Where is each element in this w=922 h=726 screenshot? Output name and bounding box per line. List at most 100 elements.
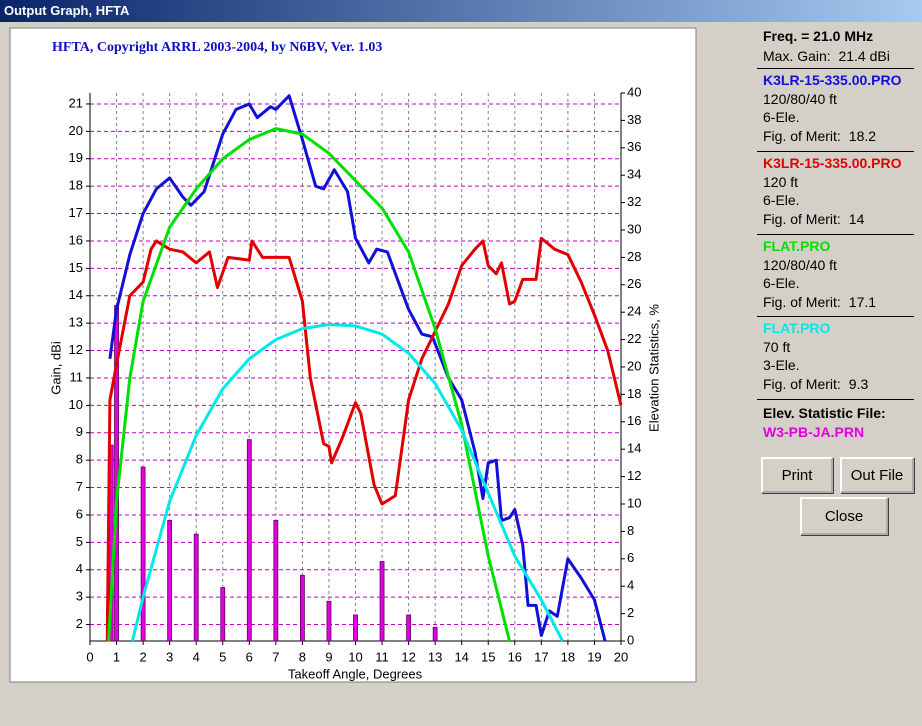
y-tick-label: 11	[70, 369, 84, 384]
merit-label: Fig. of Merit:	[763, 211, 841, 227]
series-line	[107, 127, 511, 642]
x-tick-label: 12	[401, 649, 415, 664]
merit-value: 9.3	[848, 376, 869, 392]
y2-tick-label: 18	[627, 386, 641, 401]
y-tick-label: 3	[76, 589, 83, 604]
y-tick-label: 17	[69, 205, 83, 220]
y-tick-label: 9	[76, 424, 83, 439]
y2-tick-label: 10	[627, 495, 641, 510]
max-gain: Max. Gain: 21.4 dBi	[763, 48, 890, 64]
legend-name: FLAT.PRO	[763, 320, 831, 336]
x-tick-label: 18	[561, 649, 575, 664]
legend-merit: Fig. of Merit: 14	[763, 211, 864, 227]
bar	[246, 439, 252, 642]
y-tick-label: 20	[69, 123, 83, 138]
y-tick-label: 4	[76, 561, 83, 576]
close-button[interactable]: Close	[800, 497, 888, 535]
x-tick-label: 9	[325, 649, 332, 664]
bar	[406, 614, 412, 642]
y2-tick-label: 12	[627, 468, 641, 483]
y-axis-label: Gain, dBi	[48, 341, 63, 395]
y-tick-label: 14	[69, 287, 83, 302]
legend-elements: 6-Ele.	[763, 109, 800, 125]
bar	[140, 466, 146, 642]
y-tick-label: 15	[69, 260, 83, 275]
bar	[432, 626, 438, 642]
merit-label: Fig. of Merit:	[763, 294, 841, 310]
x-axis-label: Takeoff Angle, Degrees	[288, 666, 423, 681]
legend-elements: 3-Ele.	[763, 357, 800, 373]
legend-merit: Fig. of Merit: 17.1	[763, 294, 876, 310]
x-tick-label: 17	[534, 649, 548, 664]
y2-tick-label: 40	[627, 84, 641, 99]
y2-tick-label: 20	[627, 358, 641, 373]
bar	[273, 520, 279, 642]
x-tick-label: 8	[299, 649, 306, 664]
y-tick-label: 10	[69, 397, 83, 412]
merit-value: 14	[848, 211, 865, 227]
x-tick-label: 14	[454, 649, 468, 664]
x-tick-label: 16	[508, 649, 522, 664]
y2-tick-label: 22	[627, 331, 641, 346]
legend-height: 120/80/40 ft	[763, 91, 837, 107]
y-tick-label: 21	[69, 95, 83, 110]
merit-label: Fig. of Merit:	[763, 128, 841, 144]
legend-name: FLAT.PRO	[763, 238, 831, 254]
y-tick-label: 2	[76, 616, 83, 631]
y2-tick-label: 16	[627, 413, 641, 428]
y-tick-label: 7	[76, 479, 83, 494]
x-tick-label: 5	[219, 649, 226, 664]
y2-tick-label: 34	[627, 167, 641, 182]
y2-tick-label: 4	[627, 578, 634, 593]
y-tick-label: 6	[76, 506, 83, 521]
y2-tick-label: 8	[627, 523, 634, 538]
y-tick-label: 5	[76, 534, 83, 549]
y-tick-label: 12	[69, 342, 83, 357]
merit-label: Fig. of Merit:	[763, 376, 841, 392]
legend-elements: 6-Ele.	[763, 275, 800, 291]
y2-tick-label: 38	[627, 112, 641, 127]
x-tick-label: 11	[375, 649, 389, 664]
bar	[326, 600, 332, 642]
merit-value: 18.2	[848, 128, 877, 144]
y-tick-label: 18	[69, 178, 83, 193]
elevation-file: W3-PB-JA.PRN	[763, 424, 865, 440]
separator	[757, 399, 914, 400]
bar	[353, 614, 358, 642]
x-tick-label: 2	[139, 649, 146, 664]
y2-tick-label: 30	[627, 221, 641, 236]
x-tick-label: 6	[246, 649, 253, 664]
series-line	[131, 323, 564, 642]
legend-merit: Fig. of Merit: 9.3	[763, 376, 868, 392]
bar	[379, 561, 385, 642]
legend-height: 120 ft	[763, 174, 799, 190]
legend-merit: Fig. of Merit: 18.2	[763, 128, 876, 144]
x-tick-label: 15	[481, 649, 495, 664]
x-tick-label: 19	[587, 649, 601, 664]
window-title: Output Graph, HFTA	[0, 0, 922, 22]
legend-name: K3LR-15-335.00.PRO	[763, 72, 902, 88]
merit-value: 17.1	[848, 294, 877, 310]
chart-frame	[9, 27, 697, 683]
bar	[167, 520, 173, 642]
series-line	[108, 94, 607, 642]
y2-tick-label: 28	[627, 249, 641, 264]
elevation-label: Elev. Statistic File:	[763, 405, 886, 421]
y-tick-label: 16	[69, 232, 83, 247]
bar	[220, 587, 226, 642]
y2-tick-label: 36	[627, 139, 641, 154]
x-tick-label: 4	[193, 649, 200, 664]
y-tick-label: 8	[76, 452, 83, 467]
separator	[757, 68, 914, 69]
print-button[interactable]: Print	[761, 457, 833, 493]
y2-tick-label: 32	[627, 194, 641, 209]
y-tick-label: 13	[69, 315, 83, 330]
legend-height: 120/80/40 ft	[763, 257, 837, 273]
separator	[757, 234, 914, 235]
y-tick-label: 19	[69, 150, 83, 165]
out-file-button[interactable]: Out File	[840, 457, 914, 493]
y2-tick-label: 0	[627, 632, 634, 647]
legend-name: K3LR-15-335.00.PRO	[763, 155, 902, 171]
